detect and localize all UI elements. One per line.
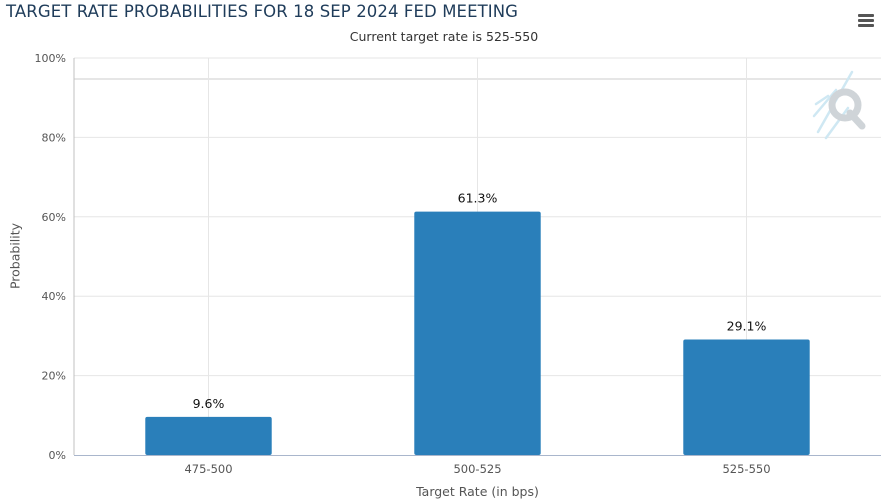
x-tick-label: 525-550 [722,462,770,476]
y-tick-label: 100% [35,52,66,65]
y-tick-label: 60% [42,211,66,224]
chart-subtitle: Current target rate is 525-550 [349,29,539,44]
bar[interactable] [414,211,541,455]
y-tick-label: 80% [42,131,66,144]
bar[interactable] [145,416,272,455]
y-tick-label: 20% [42,370,66,383]
data-label: 29.1% [727,318,767,333]
y-tick-label: 0% [49,449,66,462]
y-tick-label: 40% [42,290,66,303]
x-tick-label: 475-500 [184,462,232,476]
x-tick-label: 500-525 [453,462,501,476]
bar[interactable] [683,339,810,455]
data-label: 9.6% [193,396,225,411]
chart-title: TARGET RATE PROBABILITIES FOR 18 SEP 202… [6,2,519,21]
x-axis-title: Target Rate (in bps) [416,484,539,499]
hamburger-menu-icon[interactable] [856,12,878,30]
q-logo [812,70,866,140]
data-label: 61.3% [458,191,498,206]
y-axis-title: Probability [7,222,23,290]
